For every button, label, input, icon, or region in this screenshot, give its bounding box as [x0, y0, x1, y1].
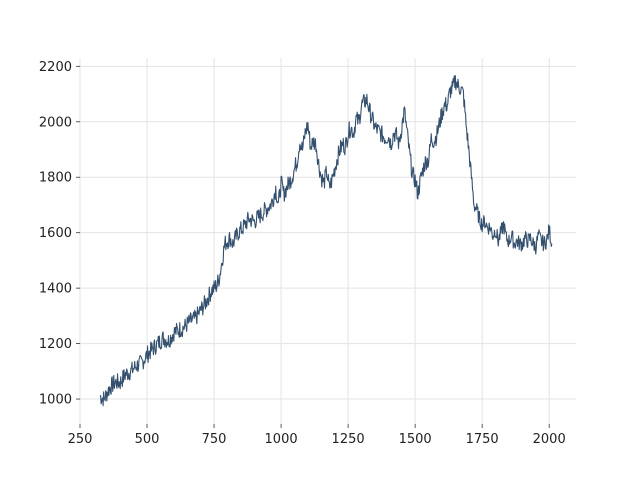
y-tick-label: 1600 [39, 226, 72, 241]
y-tick-label: 1200 [39, 337, 72, 352]
y-tick-label: 2000 [39, 115, 72, 130]
series-layer [99, 75, 553, 407]
y-tick-label: 1800 [39, 171, 72, 186]
y-tick-label: 1400 [39, 282, 72, 297]
series-line [99, 75, 553, 407]
grid-lines [79, 58, 576, 424]
x-axis-ticks: 250 500 750 1000 1250 1500 1750 2000 [68, 424, 566, 447]
x-tick-label: 1000 [265, 432, 298, 447]
y-tick-label: 1000 [39, 393, 72, 408]
x-tick-label: 750 [202, 432, 227, 447]
y-axis-ticks: 1000 1200 1400 1600 1800 2000 2200 [39, 60, 80, 408]
x-tick-label: 1500 [399, 432, 432, 447]
x-tick-label: 1750 [466, 432, 499, 447]
x-tick-label: 500 [135, 432, 160, 447]
x-tick-label: 2000 [533, 432, 566, 447]
x-tick-label: 250 [68, 432, 93, 447]
y-tick-label: 2200 [39, 60, 72, 75]
x-tick-label: 1250 [332, 432, 365, 447]
